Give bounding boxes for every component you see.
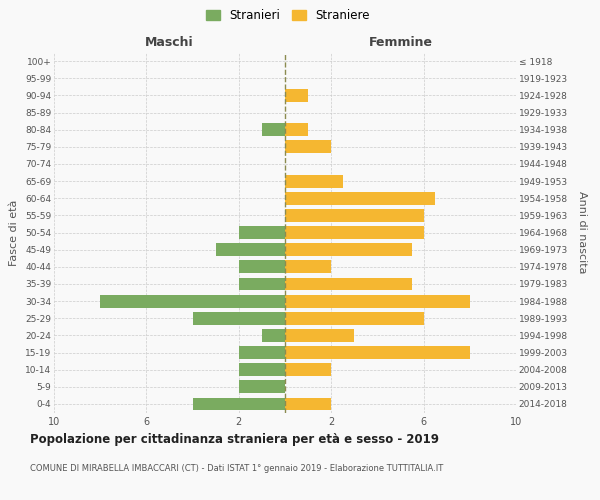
Bar	[216, 243, 285, 256]
Y-axis label: Anni di nascita: Anni di nascita	[577, 191, 587, 274]
Text: Popolazione per cittadinanza straniera per età e sesso - 2019: Popolazione per cittadinanza straniera p…	[30, 432, 439, 446]
Bar	[285, 294, 470, 308]
Title: Maschi: Maschi	[145, 36, 194, 49]
Bar	[285, 329, 355, 342]
Bar	[285, 174, 343, 188]
Bar	[285, 312, 424, 324]
Bar	[262, 123, 285, 136]
Bar	[285, 346, 470, 359]
Bar	[239, 380, 285, 393]
Bar	[285, 89, 308, 102]
Bar	[239, 226, 285, 239]
Title: Femmine: Femmine	[368, 36, 433, 49]
Bar	[285, 398, 331, 410]
Legend: Stranieri, Straniere: Stranieri, Straniere	[202, 6, 374, 26]
Bar	[285, 226, 424, 239]
Bar	[285, 123, 308, 136]
Bar	[285, 278, 412, 290]
Bar	[239, 278, 285, 290]
Bar	[285, 192, 435, 204]
Bar	[239, 260, 285, 273]
Bar	[239, 363, 285, 376]
Bar	[285, 260, 331, 273]
Bar	[285, 243, 412, 256]
Bar	[285, 209, 424, 222]
Bar	[100, 294, 285, 308]
Bar	[285, 140, 331, 153]
Bar	[239, 346, 285, 359]
Bar	[285, 363, 331, 376]
Bar	[262, 329, 285, 342]
Text: COMUNE DI MIRABELLA IMBACCARI (CT) - Dati ISTAT 1° gennaio 2019 - Elaborazione T: COMUNE DI MIRABELLA IMBACCARI (CT) - Dat…	[30, 464, 443, 473]
Bar	[193, 312, 285, 324]
Bar	[193, 398, 285, 410]
Y-axis label: Fasce di età: Fasce di età	[10, 200, 19, 266]
